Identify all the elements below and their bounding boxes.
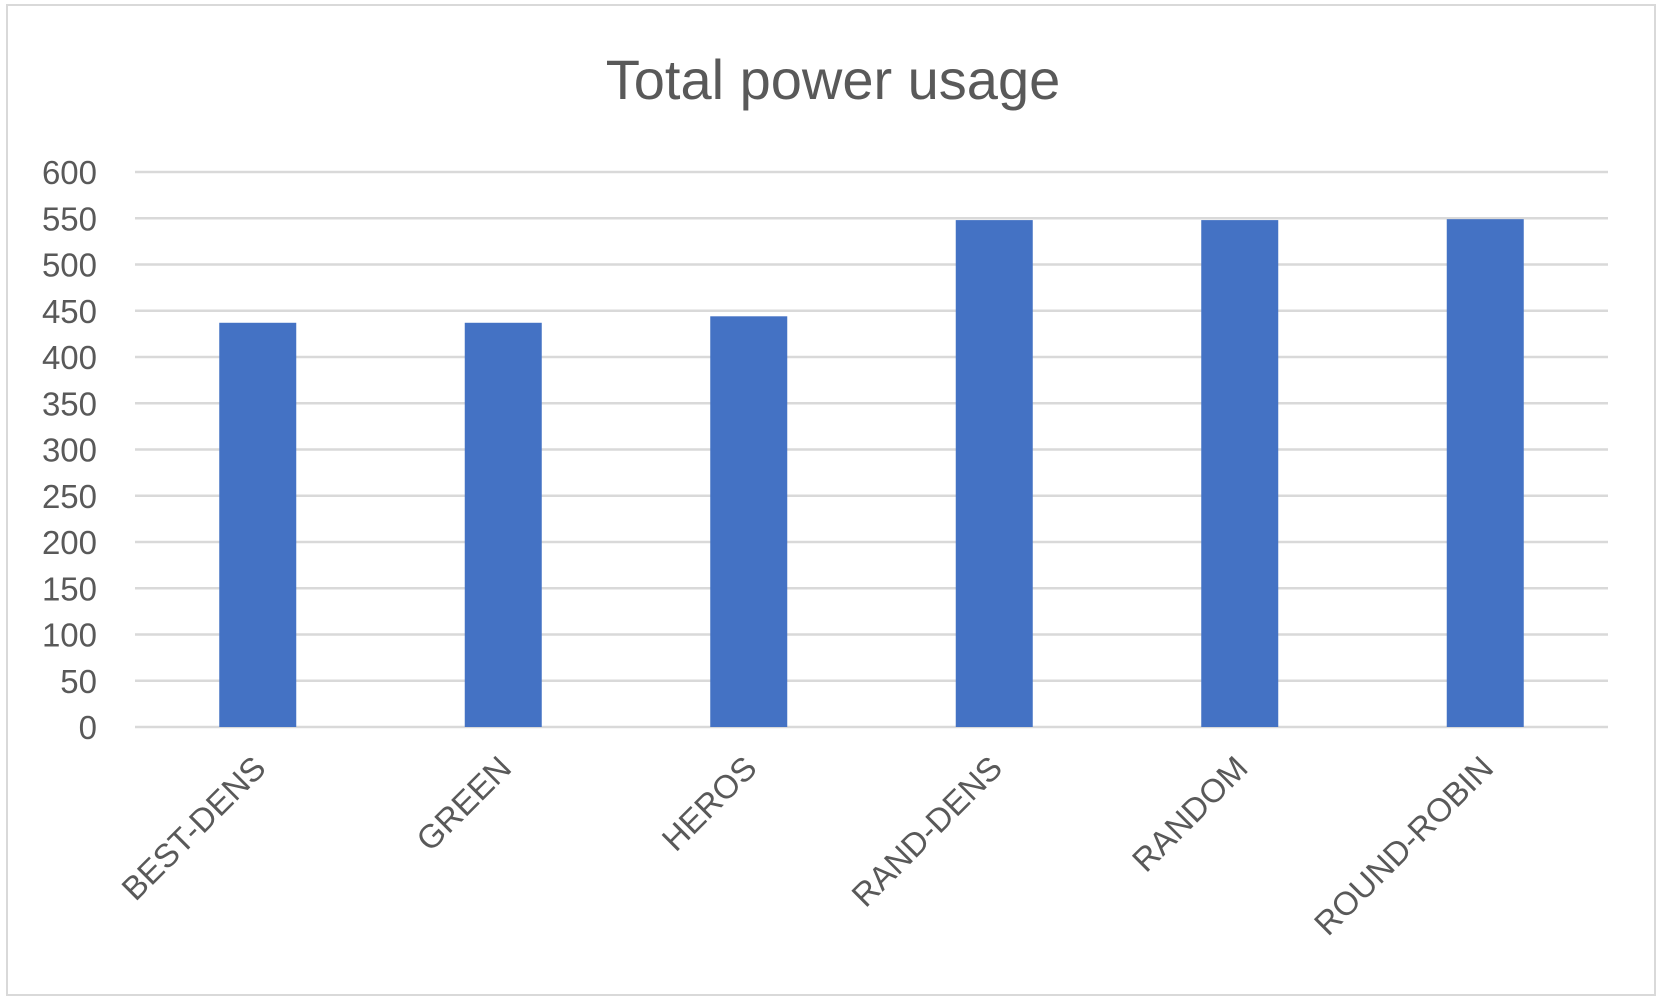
bar-heros	[710, 316, 788, 727]
y-tick-label: 0	[79, 709, 97, 746]
bar-best-dens	[219, 322, 297, 727]
y-axis-tick-labels: 0 50 100 150 200 250 300 350 400 450 500 550 600	[42, 154, 97, 746]
bars	[219, 219, 1524, 728]
bar-green	[464, 322, 542, 727]
x-category-label: RANDOM	[1125, 749, 1255, 879]
x-axis-category-labels: BEST-DENS GREEN HEROS RAND-DENS RANDOM ROUND-…	[114, 749, 1500, 942]
y-tick-label: 400	[42, 339, 97, 376]
chart-title: Total power usage	[606, 48, 1061, 111]
y-tick-label: 300	[42, 432, 97, 469]
y-tick-label: 550	[42, 200, 97, 237]
y-tick-label: 600	[42, 154, 97, 191]
x-category-label: GREEN	[409, 749, 518, 858]
bar-random	[1201, 220, 1279, 727]
bar-rand-dens	[955, 220, 1033, 727]
y-tick-label: 350	[42, 385, 97, 422]
x-category-label: ROUND-ROBIN	[1307, 749, 1500, 942]
y-tick-label: 250	[42, 478, 97, 515]
y-tick-label: 200	[42, 524, 97, 561]
y-tick-label: 500	[42, 247, 97, 284]
x-category-label: RAND-DENS	[844, 749, 1009, 914]
y-tick-label: 50	[60, 663, 97, 700]
x-category-label: BEST-DENS	[114, 749, 272, 907]
bar-round-robin	[1446, 219, 1524, 728]
y-tick-label: 150	[42, 570, 97, 607]
x-category-label: HEROS	[655, 749, 764, 858]
y-tick-label: 450	[42, 293, 97, 330]
y-tick-label: 100	[42, 617, 97, 654]
gridlines	[135, 170, 1608, 729]
